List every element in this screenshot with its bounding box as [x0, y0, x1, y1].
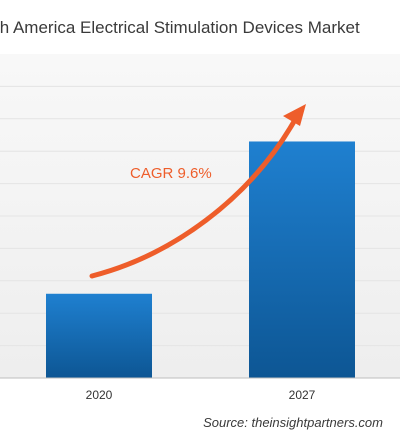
source-credit: Source: theinsightpartners.com [203, 415, 383, 430]
x-tick-2020: 2020 [86, 388, 113, 402]
bar-2027 [249, 141, 355, 378]
bars [46, 141, 355, 378]
cagr-label: CAGR 9.6% [130, 165, 212, 182]
bar-2020 [46, 293, 152, 378]
x-tick-labels: 2020 2027 [86, 388, 316, 402]
chart-title: th America Electrical Stimulation Device… [0, 18, 360, 37]
x-tick-2027: 2027 [289, 388, 316, 402]
arrow-head [283, 104, 306, 126]
cagr-arrow [89, 104, 306, 279]
